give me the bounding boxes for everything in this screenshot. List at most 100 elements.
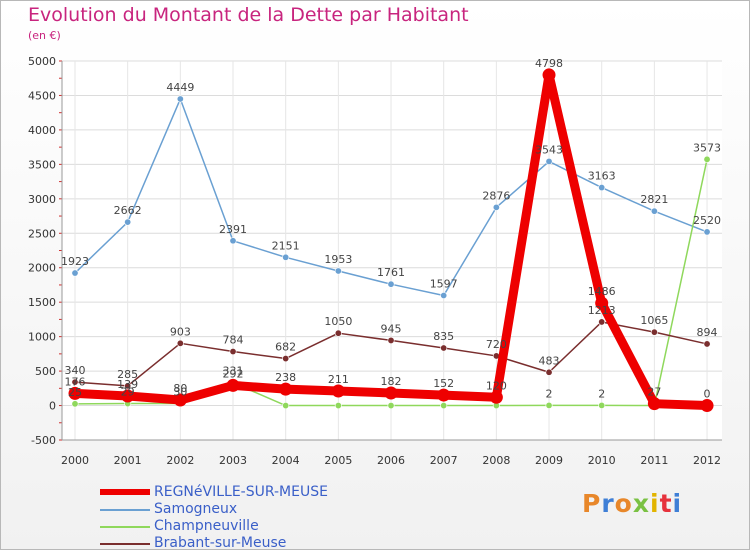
data-point [650,328,658,336]
data-point [598,401,606,409]
data-label: 1486 [588,285,616,298]
data-point [282,253,290,261]
data-point [598,184,606,192]
x-tick-label: 2012 [693,454,721,467]
data-point [545,401,553,409]
data-point [700,399,714,413]
x-tick-label: 2004 [272,454,300,467]
data-point [226,378,240,392]
legend-label: Champneuville [154,518,259,534]
y-tick-label: 1500 [28,296,56,309]
data-point [282,402,290,410]
chart-title: Evolution du Montant de la Dette par Hab… [28,4,469,26]
data-label: 27 [647,386,661,399]
proxiti-logo: Proxiti [582,489,682,518]
data-label: 3573 [693,141,721,154]
data-point [176,95,184,103]
x-tick-label: 2006 [377,454,405,467]
x-tick-label: 2003 [219,454,247,467]
data-label: 1923 [61,255,89,268]
logo-letter: P [582,489,602,518]
data-label: 139 [117,378,138,391]
data-point [121,389,135,403]
data-label: 1953 [324,253,352,266]
data-label: 1065 [640,314,668,327]
data-point [440,402,448,410]
data-point [595,296,609,310]
y-tick-label: 4000 [28,124,56,137]
y-tick-label: 500 [35,365,56,378]
legend-swatch [100,543,150,545]
x-tick-label: 2002 [166,454,194,467]
data-label: 211 [328,373,349,386]
data-point [71,378,79,386]
data-point [542,68,556,82]
data-label: 238 [275,371,296,384]
data-label: 30 [173,385,187,398]
logo-letter: r [601,489,615,518]
data-point [647,397,661,411]
logo-letter: o [614,489,633,518]
data-point [545,368,553,376]
legend-label: REGNéVILLE-SUR-MEUSE [154,484,328,500]
y-tick-label: -500 [31,434,56,447]
data-label: 120 [486,379,507,392]
data-point [229,348,237,356]
data-point [334,267,342,275]
data-label: 4798 [535,57,563,70]
data-label: 903 [170,325,191,338]
data-point [282,355,290,363]
data-point [334,402,342,410]
data-label: 331 [223,365,244,378]
x-tick-label: 2008 [482,454,510,467]
y-tick-label: 3500 [28,158,56,171]
data-label: 2 [598,387,605,400]
data-label: 2821 [640,193,668,206]
data-label: 1761 [377,266,405,279]
data-label: 29 [121,386,135,399]
x-tick-label: 2010 [588,454,616,467]
data-label: 3163 [588,170,616,183]
data-label: 2662 [114,204,142,217]
data-point [334,329,342,337]
data-label: 894 [697,326,718,339]
data-label: 720 [486,338,507,351]
data-label: 784 [223,334,244,347]
data-point [279,382,293,396]
data-point [384,386,398,400]
data-label: 2 [546,387,553,400]
data-point [173,393,187,407]
data-point [176,339,184,347]
data-label: 152 [433,377,454,390]
data-point [68,386,82,400]
data-label: 2391 [219,223,247,236]
data-point [71,400,79,408]
x-tick-label: 2009 [535,454,563,467]
x-tick-label: 2000 [61,454,89,467]
data-point [440,291,448,299]
data-point [71,269,79,277]
legend-label: Brabant-sur-Meuse [154,535,287,551]
data-point [387,336,395,344]
data-point [387,280,395,288]
y-tick-label: 3000 [28,193,56,206]
data-label: 4449 [166,81,194,94]
legend-label: Samogneux [154,501,238,517]
data-point [703,340,711,348]
y-tick-label: 1000 [28,331,56,344]
data-label: 682 [275,341,296,354]
x-tick-label: 2011 [640,454,668,467]
y-tick-label: 4500 [28,89,56,102]
data-point [440,344,448,352]
y-tick-label: 5000 [28,55,56,68]
data-label: 3543 [535,143,563,156]
data-label: 285 [117,368,138,381]
data-point [124,218,132,226]
data-point [489,390,503,404]
data-point [492,203,500,211]
data-label: 483 [539,354,560,367]
data-label: 292 [223,367,244,380]
logo-letter: x [632,489,650,518]
logo-letter: t [659,489,673,518]
